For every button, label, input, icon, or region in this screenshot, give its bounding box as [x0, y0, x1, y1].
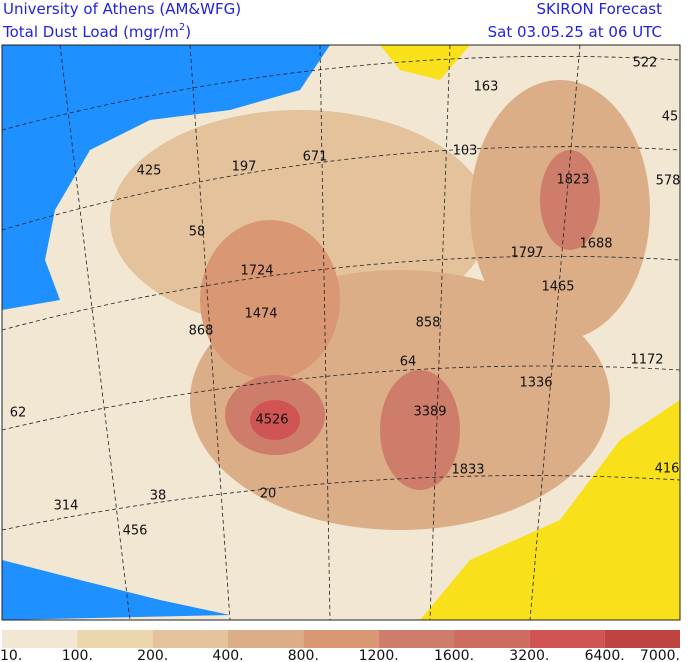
map-value-label: 64	[400, 355, 417, 370]
colorbar-label: 1600.	[434, 648, 474, 662]
colorbar-swatch	[228, 630, 304, 648]
map-value-label: 38	[150, 489, 167, 504]
colorbar-label: 10.	[0, 648, 22, 662]
dust-plume	[200, 220, 340, 380]
title: Total Dust Load (mgr/m2)	[2, 22, 191, 41]
title-main: Total Dust Load (mgr/m	[2, 23, 179, 41]
map-value-label: 1724	[240, 264, 273, 279]
colorbar-label: 200.	[137, 648, 168, 662]
map-labels: 163 522 45 103 425 197 671 1823 578 58 1797 1688 172…	[10, 56, 681, 539]
product: SKIRON Forecast	[537, 0, 663, 18]
colorbar-label: 6400.	[585, 648, 625, 662]
colorbar-swatch	[303, 630, 379, 648]
colorbar-swatch	[152, 630, 228, 648]
map-value-label: 58	[189, 225, 206, 240]
map-frame	[1, 44, 681, 621]
map-value-label: 45	[662, 110, 679, 125]
map-value-label: 197	[232, 160, 257, 175]
graticule	[2, 45, 680, 620]
institution: University of Athens (AM&WFG)	[3, 0, 241, 18]
colorbar-swatch	[2, 630, 78, 648]
colorbar-label: 1200.	[359, 648, 399, 662]
colorbar-label: 800.	[288, 648, 319, 662]
map	[2, 45, 680, 620]
colorbar-swatch	[378, 630, 454, 648]
valid-time: Sat 03.05.25 at 06 UTC	[488, 23, 662, 41]
map-value-label: 20	[260, 487, 277, 502]
map-value-label: 868	[189, 324, 214, 339]
colorbar-label: 400.	[212, 648, 243, 662]
map-value-label: 456	[123, 524, 148, 539]
map-value-label: 314	[54, 499, 79, 514]
map-value-label: 858	[416, 316, 441, 331]
dust-plume	[250, 400, 300, 440]
title-end: )	[185, 23, 191, 41]
clean-area	[420, 400, 680, 620]
ocean	[2, 45, 330, 310]
map-value-label: 578	[656, 174, 681, 189]
colorbar: 10. 100. 200. 400. 800. 1200. 1600. 3200. 6400. 7…	[0, 630, 680, 662]
map-value-label: 425	[137, 164, 162, 179]
colorbar-label: 100.	[62, 648, 93, 662]
title-sup: 2	[179, 22, 185, 33]
colorbar-swatch	[77, 630, 153, 648]
map-value-label: 1688	[579, 237, 612, 252]
map-value-label: 1823	[556, 173, 589, 188]
dust-plume	[380, 370, 460, 490]
map-value-label: 1474	[244, 307, 277, 322]
clean-area	[380, 45, 470, 80]
ocean-south	[2, 560, 230, 620]
map-value-label: 1833	[451, 463, 484, 478]
map-value-label: 1797	[510, 246, 543, 261]
map-value-label: 62	[10, 406, 27, 421]
colorbar-swatch	[454, 630, 530, 648]
map-value-label: 1336	[519, 376, 552, 391]
map-value-label: 163	[474, 80, 499, 95]
map-value-label: 1465	[541, 280, 574, 295]
map-value-label: 522	[633, 56, 658, 71]
map-value-label: 4526	[255, 413, 288, 428]
colorbar-label: 3200.	[509, 648, 549, 662]
map-value-label: 103	[453, 144, 478, 159]
colorbar-swatch	[604, 630, 680, 648]
map-value-label: 3389	[413, 405, 446, 420]
map-value-label: 671	[303, 150, 328, 165]
colorbar-label: 7000.	[640, 648, 680, 662]
colorbar-swatch	[529, 630, 605, 648]
dust-plume	[540, 150, 600, 250]
map-value-label: 1172	[630, 353, 663, 368]
map-value-label: 416	[655, 462, 680, 477]
